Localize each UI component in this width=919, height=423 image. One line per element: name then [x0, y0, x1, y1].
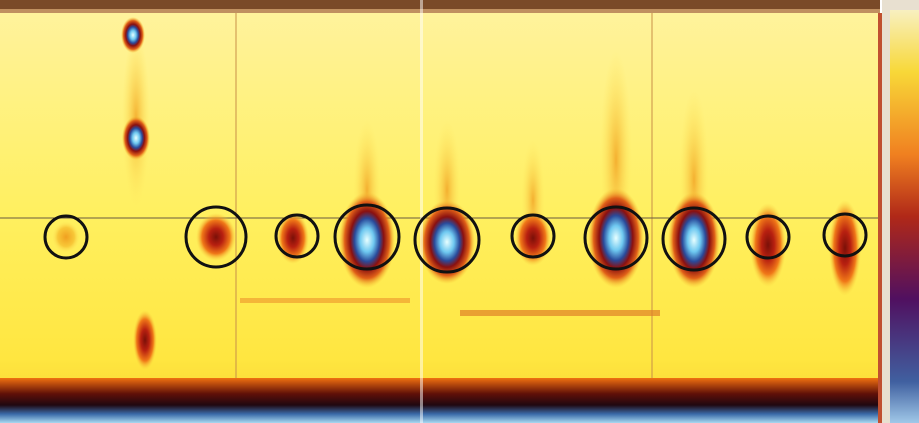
back-wall-echo [0, 378, 880, 423]
color-scale [890, 10, 919, 423]
defect-markers [43, 203, 868, 274]
image-seam [420, 0, 423, 423]
horizontal-echo [240, 298, 660, 316]
top-ruler-edge [0, 9, 880, 13]
indications [52, 17, 861, 296]
frame-edge [878, 13, 882, 423]
